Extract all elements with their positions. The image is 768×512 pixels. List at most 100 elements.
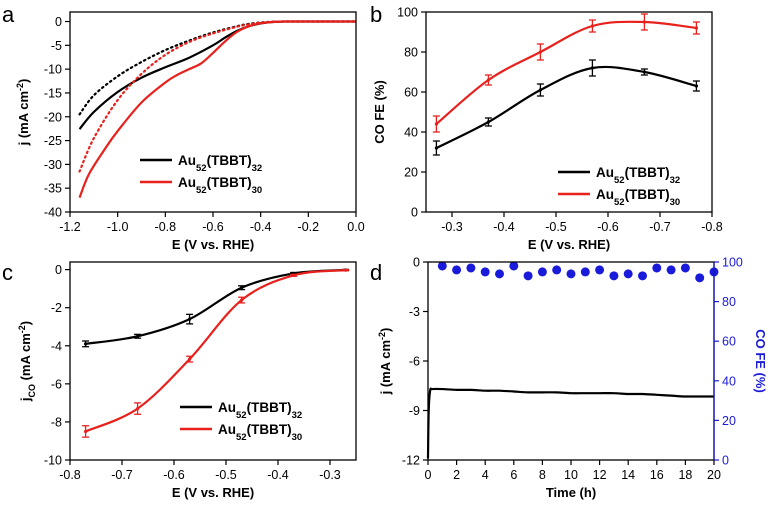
y-tick-label: -25 xyxy=(44,134,62,148)
x-tick-label: 14 xyxy=(621,468,635,482)
y-tick-label: -15 xyxy=(44,86,62,100)
series-line xyxy=(78,20,358,116)
y-axis-title-part: CO xyxy=(27,384,37,398)
x-tick-label: -0.6 xyxy=(597,220,619,234)
data-point xyxy=(509,261,519,271)
plot-frame xyxy=(425,11,713,213)
y-axis-title: j (mA cm-2) xyxy=(377,328,393,396)
x-tick-label: 16 xyxy=(650,468,664,482)
legend-label-part: 52 xyxy=(196,185,207,196)
data-point xyxy=(694,84,699,88)
panel-letter: c xyxy=(2,260,13,285)
y-axis-title: jCO (mA cm-2) xyxy=(17,321,37,402)
y-axis-title-part: -2 xyxy=(17,325,27,333)
data-point xyxy=(666,265,676,275)
x-tick-label: -0.7 xyxy=(111,468,133,482)
x-tick-label: -0.4 xyxy=(250,220,272,234)
legend-label-part: 52 xyxy=(236,432,247,443)
y-tick-label: -8 xyxy=(51,415,62,429)
y-tick-label: -12 xyxy=(402,454,420,468)
x-tick-label: -0.4 xyxy=(493,220,515,234)
x-axis-title: E (V vs. RHE) xyxy=(172,485,254,500)
data-point xyxy=(537,267,547,277)
legend-label-part: Au xyxy=(596,165,614,180)
x-tick-label: 18 xyxy=(678,468,692,482)
panel-a: a -1.2 -1.0 -0.8 -0.6 -0.4 -0.2 0.0 0 -5 -10 -15 -20… xyxy=(2,2,365,252)
series-line xyxy=(435,65,697,149)
y-tick-label: 100 xyxy=(397,6,418,20)
data-point xyxy=(136,406,140,411)
series-line xyxy=(78,20,358,173)
data-point xyxy=(538,50,543,54)
y-tick-label: -2 xyxy=(51,301,62,315)
x-tick-label: -0.3 xyxy=(441,220,463,234)
legend-label-part: 32 xyxy=(670,175,681,186)
data-point xyxy=(694,26,699,30)
data-point xyxy=(680,263,690,273)
x-tick-label: -0.2 xyxy=(298,220,320,234)
data-point xyxy=(566,269,576,279)
y-right-tick-label: 100 xyxy=(722,256,743,270)
y-tick-label: -4 xyxy=(51,339,62,353)
data-point xyxy=(652,263,662,273)
legend-label-part: Au xyxy=(218,400,236,415)
data-point xyxy=(595,265,605,275)
x-tick-label: -0.7 xyxy=(649,220,671,234)
y-tick-label: -9 xyxy=(409,404,420,418)
y-tick-label: -3 xyxy=(409,305,420,319)
y-axis-title: CO FE (%) xyxy=(372,80,387,144)
data-point xyxy=(480,267,490,277)
y-right-tick-label: 60 xyxy=(722,335,736,349)
data-point xyxy=(466,263,476,273)
x-tick-label: -1.0 xyxy=(107,220,129,234)
series-line xyxy=(435,20,697,125)
data-point xyxy=(590,24,595,28)
x-tick-label: 6 xyxy=(510,468,517,482)
data-point xyxy=(523,271,533,281)
data-point xyxy=(240,298,244,302)
legend-label-part: 52 xyxy=(614,175,625,186)
legend-label-part: (TBBT) xyxy=(625,165,670,180)
panel-letter: b xyxy=(370,2,382,27)
x-tick-label: -0.6 xyxy=(202,220,224,234)
data-point xyxy=(538,88,543,92)
x-tick-label: -0.8 xyxy=(701,220,723,234)
data-point xyxy=(452,265,462,275)
data-point xyxy=(84,342,88,346)
legend-label-part: (TBBT) xyxy=(207,153,252,168)
y-tick-label: -6 xyxy=(51,377,62,391)
y-axis-title: j (mA cm-2) xyxy=(15,79,31,147)
x-tick-label: 10 xyxy=(564,468,578,482)
x-tick-label: 0.0 xyxy=(347,220,364,234)
legend-label-part: 32 xyxy=(252,163,263,174)
data-point xyxy=(136,334,140,338)
y-right-tick-label: 20 xyxy=(722,414,736,428)
y-axis-title-part: j xyxy=(378,391,393,396)
y-axis-title-part: ) xyxy=(18,321,33,325)
y-tick-label: -35 xyxy=(44,182,62,196)
y-tick-label: 0 xyxy=(413,256,420,270)
panel-letter: d xyxy=(370,260,382,285)
panel-c: c -0.8 -0.7 -0.6 -0.5 -0.4 -0.3 0 -2 -4 -6 -8 -10 E (… xyxy=(2,260,357,500)
panel-b: b -0.3 -0.4 -0.5 -0.6 -0.7 -0.8 0 20 40 60 80 100 E (… xyxy=(370,2,723,252)
legend-label-part: 52 xyxy=(196,163,207,174)
x-tick-label: 8 xyxy=(539,468,546,482)
x-tick-label: -1.2 xyxy=(59,220,81,234)
data-point xyxy=(486,78,490,82)
legend-label-part: 32 xyxy=(292,410,303,421)
y-tick-label: -6 xyxy=(409,355,420,369)
legend-label-part: (TBBT) xyxy=(247,400,292,415)
y-tick-label: 0 xyxy=(411,206,418,220)
x-tick-label: 4 xyxy=(482,468,489,482)
x-tick-label: 0 xyxy=(425,468,432,482)
y-tick-label: -5 xyxy=(51,39,62,53)
data-point xyxy=(590,66,595,70)
legend-label-part: Au xyxy=(218,422,236,437)
series-line xyxy=(426,387,714,459)
legend-label-part: (TBBT) xyxy=(625,187,670,202)
legend-label: Au52(TBBT)30 xyxy=(218,422,302,443)
legend-label: Au52(TBBT)30 xyxy=(596,187,680,208)
y-axis-title-part: ) xyxy=(378,328,393,332)
legend-label-part: (TBBT) xyxy=(247,422,292,437)
legend-label-part: Au xyxy=(596,187,614,202)
